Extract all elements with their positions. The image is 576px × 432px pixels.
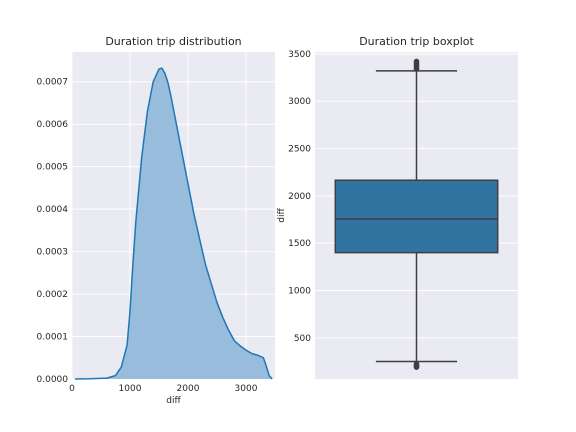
boxplot-y-tick-label: 2000 [288,192,311,202]
histogram-x-tick-label: 2000 [177,384,200,394]
boxplot-y-tick-label: 1500 [288,239,311,249]
histogram-y-tick-label: 0.0005 [37,163,69,173]
histogram-panel: 0 1000 2000 3000 0.00000.00010.00020.00030.… [37,35,275,406]
histogram-y-tick-labels: 0.0000 0.0001 0.0002 0.0003 0.0004 0.0005 0.00… [37,78,69,385]
histogram-y-tick-label: 0.0003 [37,248,69,258]
histogram-x-tick-label: 1000 [119,384,142,394]
histogram-y-tick-label: 0.0000 [37,375,69,385]
boxplot-outlier-point [413,58,420,65]
histogram-x-tick-label: 0 [69,384,75,394]
boxplot-outlier-point [413,361,420,367]
histogram-y-tick-label: 0.0007 [37,78,69,88]
boxplot-box [334,179,499,254]
boxplot-y-tick-label: 500 [294,334,311,344]
histogram-x-axis-label: diff [166,396,181,406]
boxplot-y-tick-labels: 500 1000 1500 2000 2500 3000 3500 [288,50,311,344]
histogram-y-tick-label: 0.0004 [37,205,69,215]
boxplot-outliers [413,58,420,370]
histogram-title: Duration trip distribution [105,35,241,48]
boxplot-y-tick-label: 3000 [288,97,311,107]
boxplot-y-axis-label: diff [277,207,287,222]
histogram-x-tick-labels: 0 1000 2000 3000 [69,384,258,394]
boxplot-y-tick-label: 1000 [288,287,311,297]
boxplot-y-tick-label: 2500 [288,145,311,155]
kde-line [74,67,273,380]
histogram-y-tick-label: 0.0006 [37,120,69,130]
boxplot-y-tick-label: 3500 [288,50,311,60]
histogram-y-tick-label: 0.0001 [37,333,69,343]
boxplot-panel: 500 1000 1500 2000 2500 3000 3500 Duration tri… [277,35,518,379]
histogram-x-tick-label: 3000 [235,384,258,394]
histogram-density-area [74,68,273,379]
boxplot-title: Duration trip boxplot [359,35,474,48]
histogram-y-tick-label: 0.0002 [37,290,69,300]
